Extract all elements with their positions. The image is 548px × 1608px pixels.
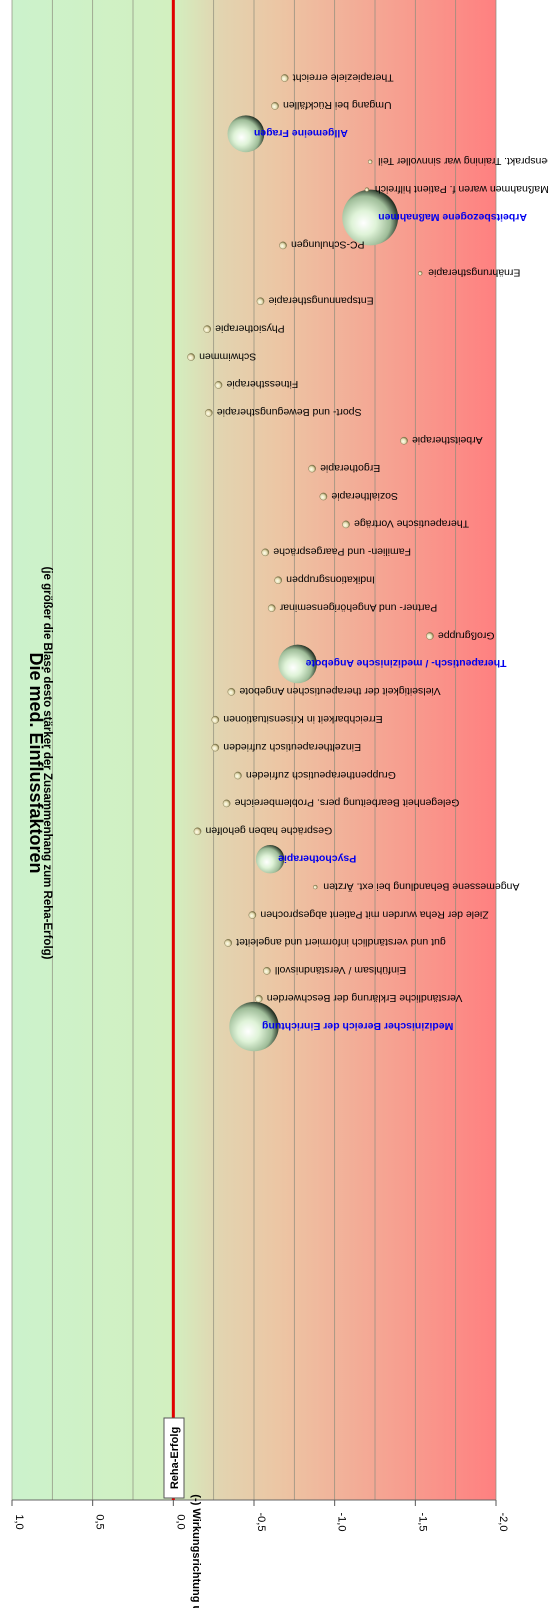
item-dot — [279, 241, 287, 250]
item-dot — [400, 436, 408, 445]
axis-ticks — [11, 1500, 497, 1506]
item-label: Fitnesstherapie — [226, 378, 298, 390]
item-label: Sozialtherapie — [331, 490, 398, 502]
item-label: Ergotherapie — [320, 462, 380, 474]
bubbles — [187, 74, 434, 1052]
item-dot — [204, 408, 213, 417]
item-label: Maßnahmen waren f. Patient hilfreich — [375, 183, 548, 195]
tick-label: 0,5 — [94, 1514, 106, 1529]
category-label: Medizinischer Bereich der Einrichtung — [262, 1020, 453, 1032]
item-dot — [418, 271, 423, 276]
reference-label: Reha-Erfolg — [169, 1427, 181, 1489]
item-dot — [364, 187, 370, 192]
category-bubble — [278, 644, 317, 684]
item-dot — [274, 576, 283, 585]
item-label: Partner- und Angehörigenseminar — [279, 601, 437, 613]
item-label: Großgruppe — [438, 629, 495, 641]
tick-label: -0,5 — [255, 1513, 267, 1532]
item-dot — [254, 994, 263, 1003]
item-dot — [203, 325, 211, 333]
item-dot — [280, 74, 289, 82]
item-label: Therapeutische Vorträge — [354, 518, 469, 530]
item-dot — [193, 827, 202, 836]
item-label: Einfühlsam / Verständnisvoll — [275, 964, 406, 976]
item-dot — [222, 799, 231, 808]
item-dot — [426, 632, 434, 640]
item-label: Physiotherapie — [215, 322, 285, 334]
item-label: Indikationsgruppen — [286, 574, 375, 586]
item-dot — [261, 548, 270, 557]
item-label: Angemessene Behandlung bei ext. Ärzten — [323, 880, 519, 892]
item-dot — [267, 604, 276, 612]
item-dot — [187, 353, 195, 361]
item-dot — [313, 884, 318, 890]
item-label: gut und verständlich informiert und ange… — [236, 936, 446, 948]
item-dot — [211, 743, 220, 752]
item-label: Arbeitstherapie — [412, 434, 483, 446]
item-label: Verständliche Erklärung der Beschwerden — [267, 992, 463, 1004]
item-dot — [211, 715, 220, 724]
item-label: Erreichbarkeit in Krisensituationen — [223, 713, 382, 725]
tick-labels: 1,0 0,5 0,0 -0,5 -1,0 -1,5 -2,0 — [13, 1513, 509, 1532]
item-dot — [319, 492, 328, 501]
item-label: Gelegenheit Bearbeitung pers. Problember… — [234, 797, 459, 809]
item-dot — [263, 967, 271, 975]
item-label: Ziele der Reha wurden mit Patient abgesp… — [260, 908, 488, 920]
item-dot — [271, 102, 279, 110]
tick-label: -1,5 — [416, 1513, 428, 1532]
item-label: Sport- und Bewegungstherapie — [217, 406, 362, 418]
item-dot — [342, 520, 350, 529]
item-label: Gruppentherapeutisch zufrieden — [246, 769, 396, 781]
item-label: Ernährungstherapie — [428, 267, 520, 279]
category-bubble — [227, 115, 265, 153]
chart-title: Die med. Einflussfaktoren — [26, 652, 46, 873]
category-label: Psychotherapie — [278, 853, 356, 865]
item-dot — [308, 464, 316, 473]
item-dot — [248, 911, 257, 919]
tick-label: -1,0 — [336, 1513, 348, 1532]
tick-label: -2,0 — [497, 1513, 509, 1532]
category-bubble — [229, 1001, 279, 1052]
tick-label: 1,0 — [13, 1514, 25, 1529]
item-label: Einzeltherapeutisch zufrieden — [223, 741, 361, 753]
category-bubble — [255, 845, 285, 874]
item-label: Familien- und Paargespräche — [273, 546, 411, 558]
x-axis-title: (-) Wirkungsrichtung und -stärke (+) — [190, 1494, 202, 1608]
item-dot — [234, 771, 242, 780]
tick-label: 0,0 — [174, 1514, 186, 1529]
item-dot — [256, 297, 265, 306]
item-label: Lebensprakt. Training war sinnvoller Tei… — [378, 155, 548, 167]
chart-subtitle: (je größer die Blase desto stärker der Z… — [41, 566, 53, 959]
item-label: Entspannungstherapie — [268, 295, 373, 307]
item-dot — [214, 381, 223, 389]
item-label: Vielseitigkeit der therapeutischen Angeb… — [239, 685, 440, 697]
item-dot — [368, 159, 373, 164]
category-label: Therapeutisch- / medizinische Angebote — [305, 657, 506, 669]
bubble-labels: Medizinischer Bereich der Einrichtung Ver… — [199, 71, 548, 1032]
item-label: Schwimmen — [199, 350, 256, 362]
item-label: Gespräche haben geholfen — [205, 825, 332, 837]
category-bubble — [342, 189, 399, 246]
category-label: Arbeitsbezogene Maßnahmen — [378, 211, 527, 223]
item-label: Umgang bei Rückfällen — [283, 99, 392, 111]
item-label: PC-Schulungen — [291, 239, 365, 251]
item-dot — [227, 688, 236, 696]
item-label: Therapieziele erreicht — [293, 71, 394, 83]
category-label: Allgemeine Fragen — [254, 127, 348, 139]
item-dot — [224, 939, 232, 947]
reference-label-box: Reha-Erfolg — [163, 1417, 185, 1499]
